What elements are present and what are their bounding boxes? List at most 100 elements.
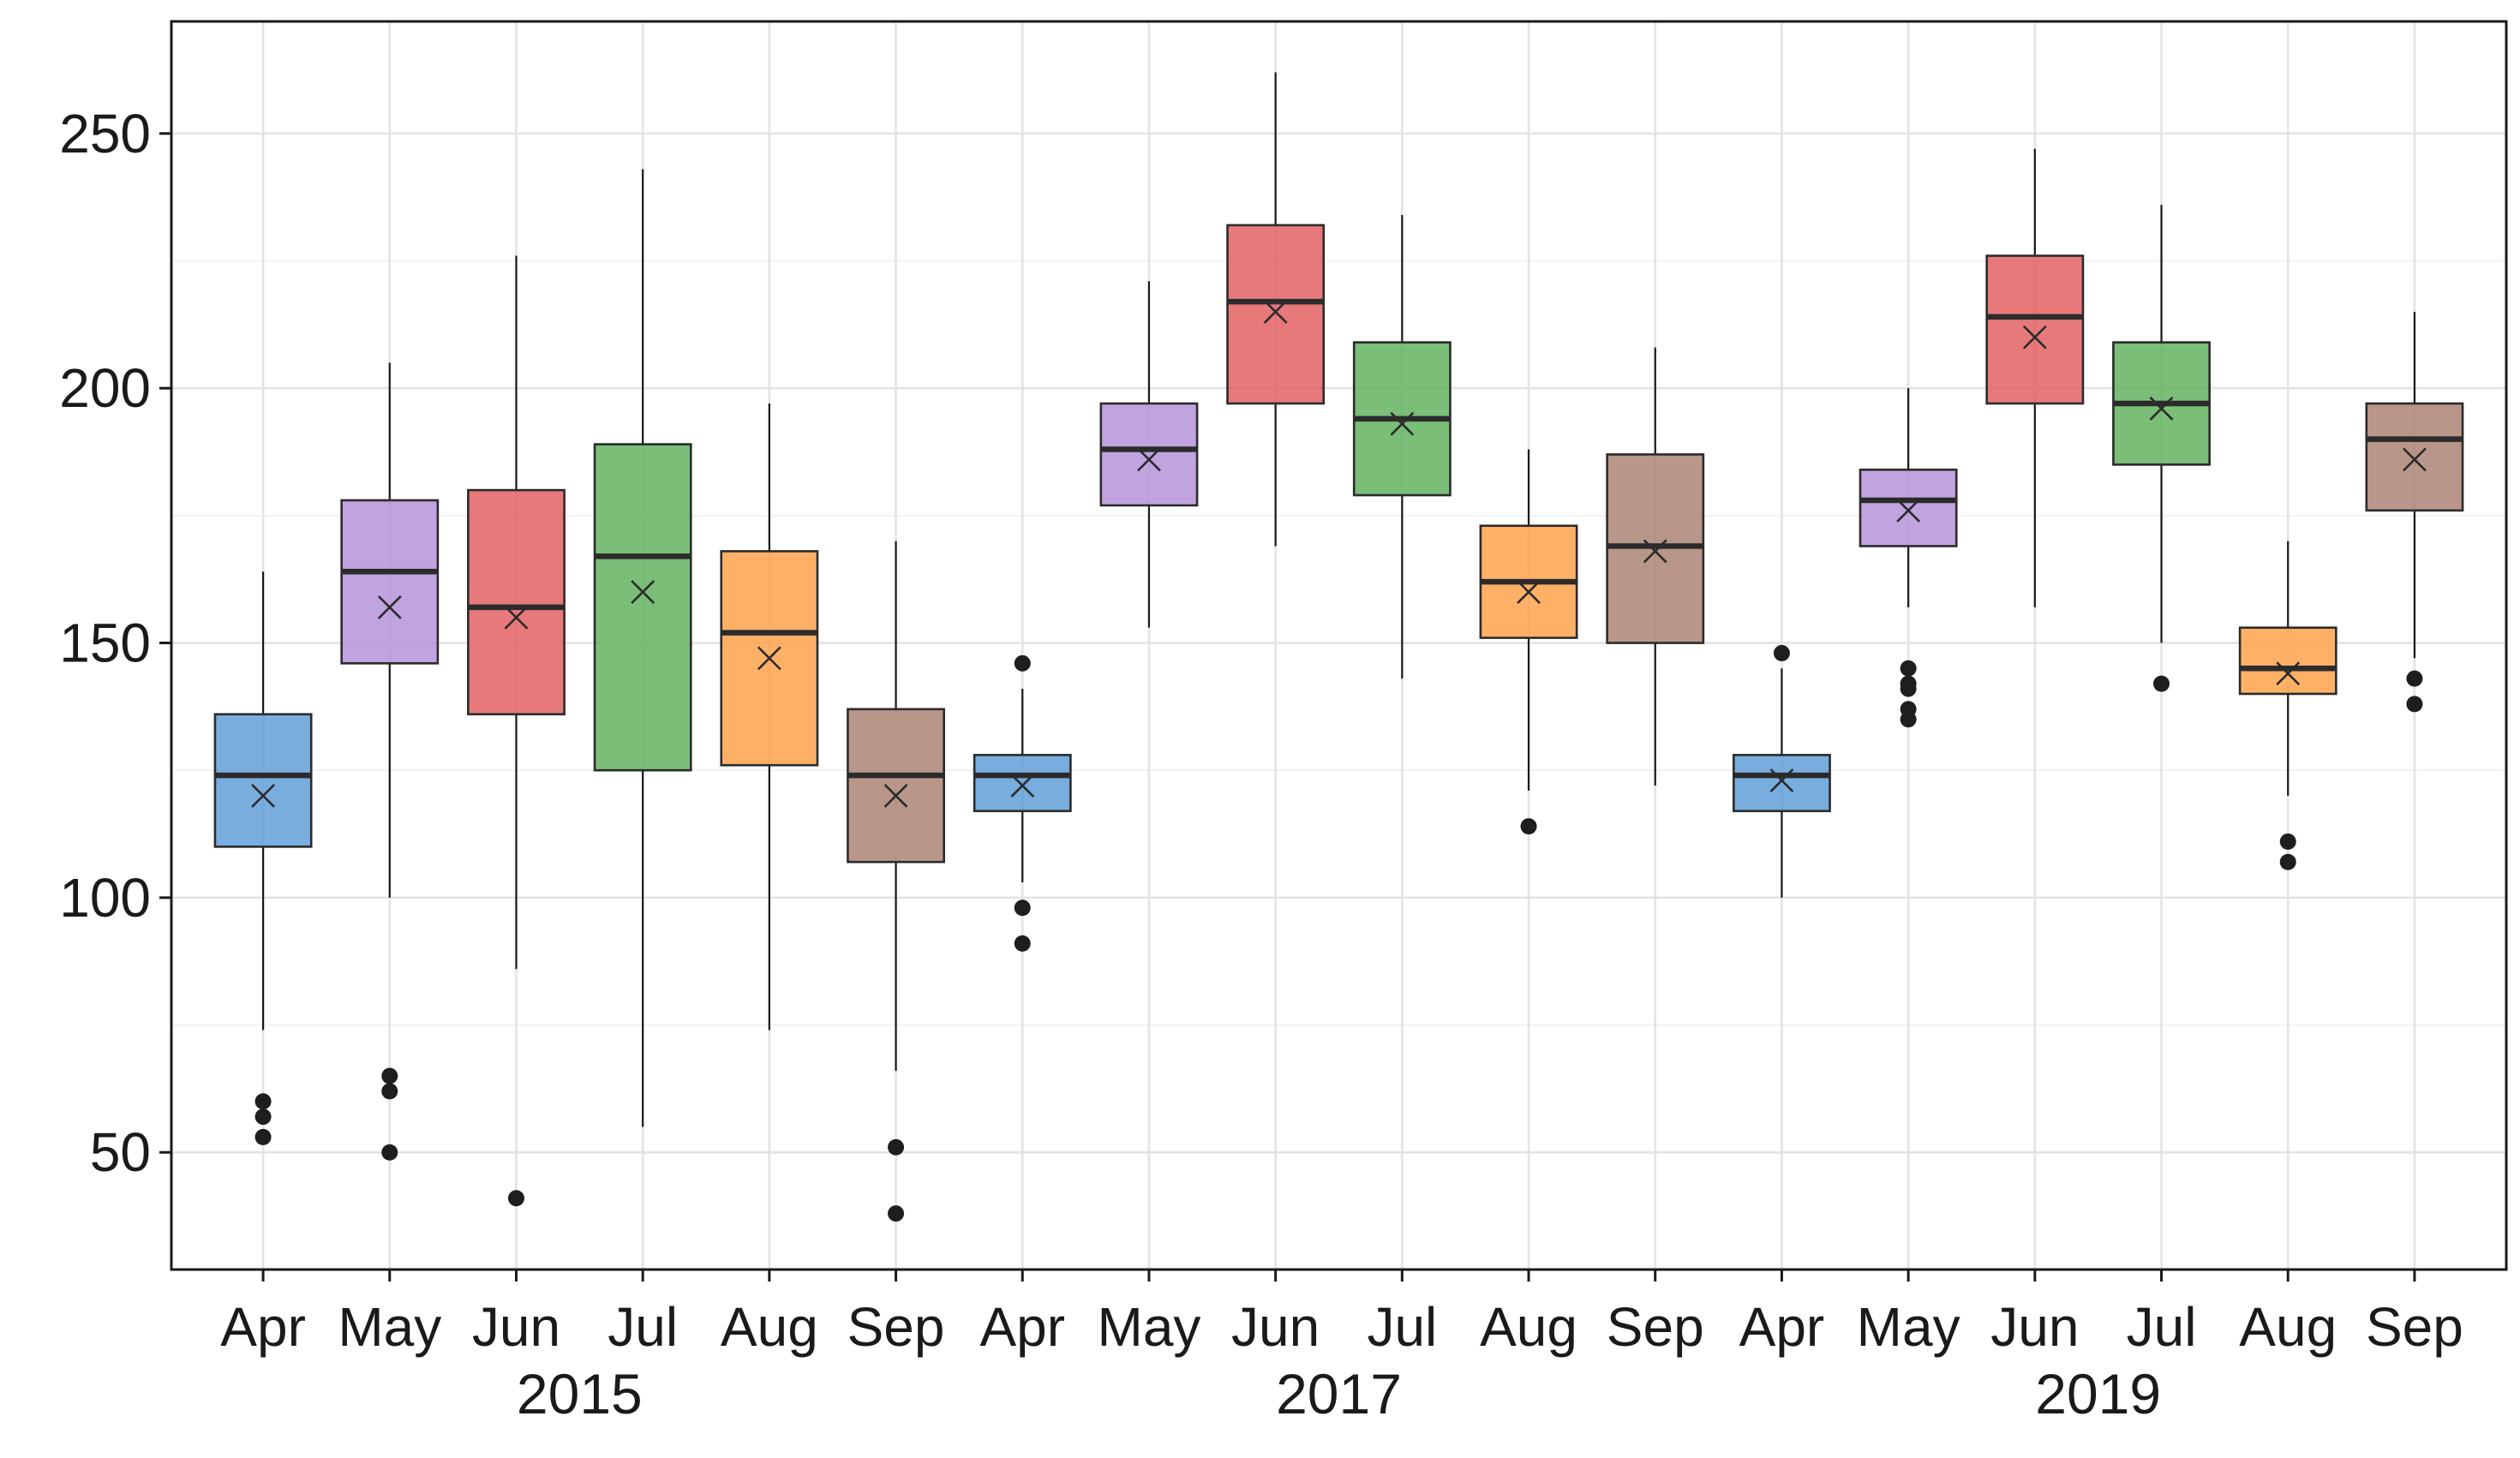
x-tick-label: Apr	[979, 1296, 1065, 1358]
box-2017-aug	[1479, 449, 1578, 835]
x-tick-label: Aug	[721, 1296, 818, 1358]
iqr-box	[467, 488, 566, 716]
outlier-point	[507, 1190, 524, 1207]
box-2015-sep	[847, 541, 945, 1222]
x-tick-label: Jun	[1990, 1296, 2079, 1358]
box-2015-may	[340, 362, 440, 1161]
box-2015-apr	[213, 571, 313, 1145]
outlier-point	[1900, 711, 1917, 728]
y-axis: 50 100 150 200 250	[59, 103, 171, 1183]
mean-marker	[1769, 768, 1794, 793]
y-tick-label: 50	[90, 1121, 151, 1183]
mean-marker	[1643, 539, 1667, 564]
box-2019-sep	[2365, 311, 2464, 713]
mean-marker	[1390, 411, 1415, 436]
mean-marker	[2149, 397, 2174, 421]
y-tick-label: 150	[59, 612, 151, 674]
box-2017-jun	[1226, 72, 1326, 547]
x-tick-label: Aug	[2239, 1296, 2337, 1358]
x-tick-label: Sep	[2366, 1296, 2463, 1358]
outlier-point	[2279, 833, 2296, 850]
mean-marker	[2022, 325, 2047, 350]
mean-marker	[1517, 580, 1541, 604]
outlier-point	[254, 1093, 272, 1110]
outlier-point	[2406, 670, 2423, 687]
outlier-point	[381, 1144, 398, 1161]
plot-area	[213, 72, 2464, 1222]
outlier-point	[2153, 675, 2170, 692]
iqr-box	[593, 443, 692, 772]
mean-marker	[504, 605, 529, 630]
box-2017-jul	[1352, 214, 1452, 679]
box-2019-jun	[1985, 148, 2085, 607]
box-2019-apr	[1733, 644, 1831, 898]
box-2019-aug	[2238, 541, 2337, 870]
x-tick-label: Apr	[220, 1296, 306, 1358]
x-tick-label: Jun	[472, 1296, 560, 1358]
outlier-point	[2279, 853, 2296, 870]
mean-marker	[1263, 300, 1288, 324]
outlier-point	[381, 1083, 398, 1100]
iqr-box	[1099, 402, 1199, 507]
year-label-2017: 2017	[1276, 1362, 1402, 1425]
outlier-point	[888, 1138, 905, 1156]
y-tick-label: 200	[59, 357, 151, 419]
outlier-point	[254, 1128, 272, 1145]
y-tick-label: 250	[59, 103, 151, 164]
box-2017-apr	[973, 654, 1072, 952]
iqr-box	[2365, 402, 2464, 512]
outlier-point	[381, 1067, 398, 1085]
mean-marker	[757, 646, 781, 671]
outlier-point	[1900, 660, 1917, 677]
iqr-box	[973, 754, 1072, 813]
mean-marker	[1137, 447, 1161, 472]
outlier-point	[1520, 818, 1537, 835]
x-tick-label: May	[338, 1296, 441, 1358]
box-2015-jul	[593, 169, 692, 1127]
outlier-point	[1014, 899, 1031, 917]
year-label-2015: 2015	[517, 1362, 643, 1425]
y-tick-label: 100	[59, 867, 151, 929]
x-tick-label: May	[1098, 1296, 1201, 1358]
mean-marker	[883, 784, 908, 808]
box-2019-jul	[2112, 205, 2211, 692]
box-2015-jun	[467, 255, 566, 1207]
box-2019-may	[1859, 388, 1958, 728]
mean-marker	[251, 784, 275, 808]
year-label-2019: 2019	[2035, 1362, 2161, 1425]
outlier-point	[1773, 644, 1790, 661]
x-tick-label: Jun	[1231, 1296, 1320, 1358]
outlier-point	[1900, 680, 1917, 697]
x-tick-label: Sep	[1607, 1296, 1704, 1358]
mean-marker	[631, 580, 655, 604]
x-tick-label: Jul	[2127, 1296, 2197, 1358]
x-tick-label: Jul	[1367, 1296, 1437, 1358]
iqr-box	[1733, 754, 1831, 813]
x-tick-label: Apr	[1739, 1296, 1825, 1358]
mean-marker	[377, 595, 402, 619]
outlier-point	[1014, 654, 1031, 672]
box-2015-aug	[720, 403, 819, 1031]
outlier-point	[888, 1205, 905, 1222]
mean-marker	[2403, 447, 2427, 472]
box-2017-sep	[1606, 347, 1705, 786]
iqr-box	[1985, 254, 2085, 405]
outlier-point	[1014, 935, 1031, 952]
mean-marker	[1010, 774, 1035, 798]
x-tick-label: Jul	[608, 1296, 678, 1358]
x-axis: Apr May Jun Jul Aug Sep Apr May Jun Jul Aug Sep Apr M…	[220, 1270, 2463, 1425]
iqr-box	[847, 708, 945, 863]
iqr-box	[213, 713, 313, 848]
x-tick-label: May	[1857, 1296, 1960, 1358]
mean-marker	[2276, 661, 2301, 686]
iqr-box	[1859, 469, 1958, 547]
x-tick-label: Sep	[847, 1296, 945, 1358]
plot-frame	[170, 20, 2508, 1271]
mean-marker	[1896, 498, 1921, 523]
x-tick-label: Aug	[1480, 1296, 1577, 1358]
iqr-box	[1226, 224, 1326, 405]
iqr-box	[2238, 626, 2337, 696]
